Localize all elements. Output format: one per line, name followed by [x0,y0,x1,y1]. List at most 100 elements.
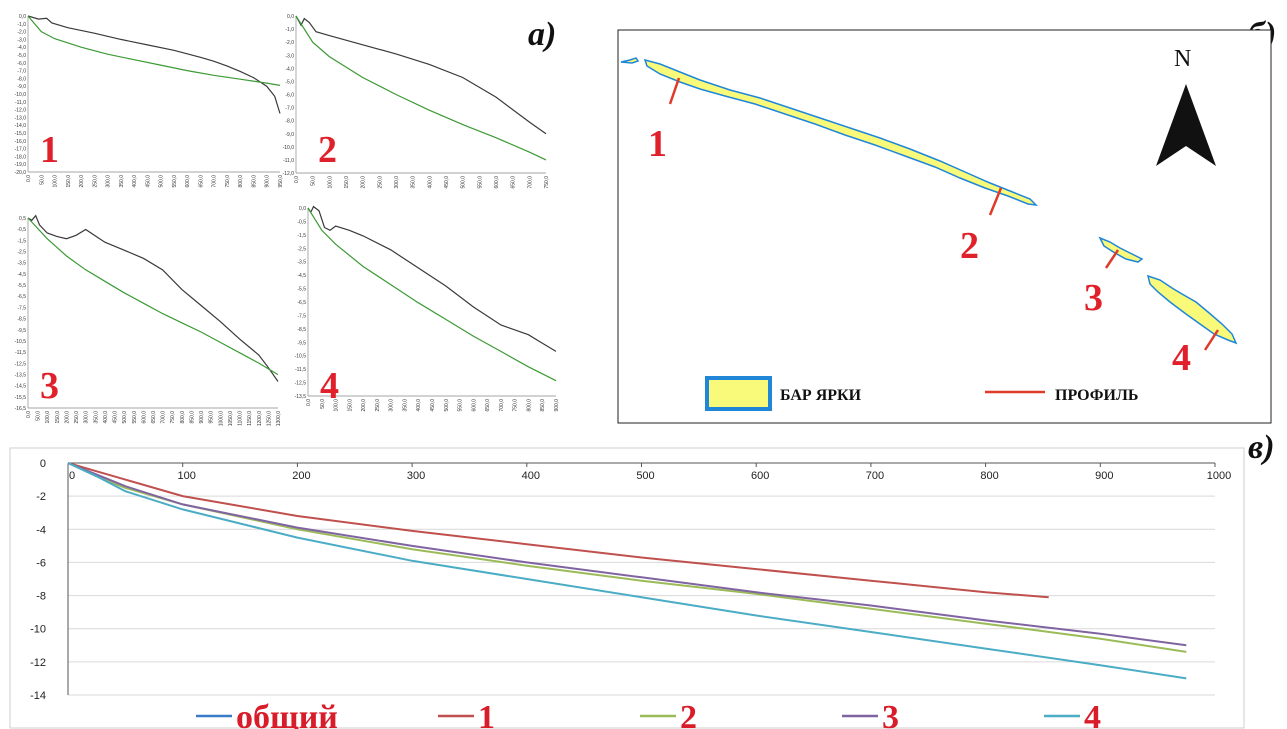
series-line-profile [27,214,279,382]
x-tick-label: 500 [636,470,654,482]
profile-chart-1: 0,0 -1,0 -2,0-3,0 -4,0 -5,0 -6,0 -7,0-8,0 -9,0 -… [15,14,284,188]
y-tick-label: -5,0 [285,79,294,85]
x-tick-label: 1250,0 [266,411,272,427]
y-tick-label: -10,0 [15,92,27,98]
x-tick-label: 600,0 [494,176,500,189]
y-tick-label: -3,5 [297,260,306,266]
series-line-3 [67,462,1187,647]
y-tick-label: -11,0 [283,158,294,164]
y-tick-label: -13,5 [15,372,27,378]
y-tick-label: -9,0 [285,132,294,138]
x-tick-label: 400 [522,470,540,482]
series-line-fit [307,207,557,382]
y-tick-label: -9,5 [297,340,306,346]
x-tick-label: 650,0 [485,399,491,412]
y-tick-label: -6,5 [17,294,26,300]
chart-number-1: 1 [40,129,59,171]
y-tick-label: 0 [40,458,46,470]
combined-profile-chart: 0 -2 -4 -6 -8 -10 -12 -14 0 100 200 300 400 500 600 700… [9,447,1245,729]
x-tick-label: 800,0 [180,411,186,424]
x-tick-label: 450,0 [145,175,151,188]
y-tick-label: -2,0 [285,40,294,46]
profile-mark-4 [1203,329,1220,351]
y-tick-label: -3,5 [17,261,26,267]
y-tick-label: -9,0 [17,84,26,90]
y-tick-label: 0,0 [19,14,26,20]
legend-label-4: 4 [1084,699,1101,729]
x-tick-label: 150,0 [347,399,353,412]
x-tick-label: 100,0 [53,175,59,188]
profile-mark-3 [1104,249,1120,269]
x-tick-label: 0,0 [26,411,32,418]
y-tick-label: -10,5 [295,354,307,360]
x-tick-label: 300,0 [389,399,395,412]
x-tick-label: 600,0 [471,399,477,412]
y-tick-label: -18,0 [15,154,27,160]
x-tick-label: 0,0 [294,176,300,183]
profile-mark-1 [668,77,681,105]
x-tick-label: 850,0 [189,411,195,424]
legend-bar-swatch [705,376,772,411]
series-line-2 [67,462,1187,653]
x-tick-label: 950,0 [278,175,284,188]
x-tick-label: 900,0 [554,399,560,412]
x-tick-label: 800 [980,470,998,482]
panel-letter-a: а) [528,16,556,53]
x-tick-label: 500,0 [159,175,165,188]
profile-chart-4: 0,0 -0,5 -1,5 -2,5 -3,5 -4,5 -5,5 -6,5 -7,5 -8,5 -… [295,205,560,412]
x-tick-label: 700 [866,470,884,482]
chart-legend: общий 1 2 3 4 [196,699,1101,729]
x-tick-label: 400,0 [427,176,433,189]
legend-label-3: 3 [882,699,899,729]
y-tick-label: -2,5 [297,246,306,252]
series-line-fit [27,15,281,86]
y-tick-label: -12,5 [15,361,27,367]
x-tick-label: 850,0 [540,399,546,412]
x-tick-label: 450,0 [430,399,436,412]
series-line-fit [27,217,279,376]
y-tick-label: -14,5 [15,384,27,390]
x-tick-label: 800,0 [526,399,532,412]
x-tick-label: 550,0 [172,175,178,188]
x-tick-label: 1100,0 [238,411,244,426]
x-tick-label: 150,0 [344,176,350,189]
map-profile-label-4: 4 [1172,337,1191,379]
y-tick-label: -12,0 [283,171,295,177]
x-tick-label: 750,0 [225,175,231,188]
x-tick-label: 900,0 [199,411,205,424]
x-tick-label: 350,0 [93,411,99,424]
y-tick-label: -4,0 [17,45,26,51]
x-tick-label: 300,0 [84,411,90,424]
y-tick-label: -16,5 [15,406,27,412]
chart-number-4: 4 [320,365,339,407]
y-tick-label: -8 [36,591,46,603]
y-tick-label: -4,0 [285,66,294,72]
chart-frame [9,447,1245,729]
x-tick-label: 250,0 [377,176,383,189]
x-tick-label: 900,0 [265,175,271,188]
y-tick-label: -12 [30,657,46,669]
y-tick-label: -3,0 [285,53,294,59]
series-line-profile [295,15,547,135]
x-tick-label: 200 [292,470,310,482]
x-tick-label: 100,0 [327,176,333,189]
x-tick-label: 650,0 [511,176,517,189]
x-tick-label: 500,0 [461,176,467,189]
y-tick-label: -0,5 [297,219,306,225]
bar-polygon-4 [1146,274,1238,345]
panel-letter-c: в) [1248,429,1275,466]
x-tick-label: 250,0 [92,175,98,188]
y-tick-label: -8,5 [297,327,306,333]
y-tick-label: -16,0 [15,139,27,145]
y-tick-label: -4,5 [17,272,26,278]
y-tick-label: -13,5 [295,394,307,400]
y-tick-label: -1,0 [17,22,26,28]
x-tick-label: 700,0 [212,175,218,188]
y-tick-label: -5,0 [17,53,26,59]
y-tick-label: -8,0 [17,76,26,82]
y-tick-label: -10,5 [15,339,27,345]
y-tick-label: -10 [30,624,46,636]
series-line-profile [27,15,281,114]
y-tick-label: -17,0 [15,147,27,153]
x-tick-label: 350,0 [402,399,408,412]
